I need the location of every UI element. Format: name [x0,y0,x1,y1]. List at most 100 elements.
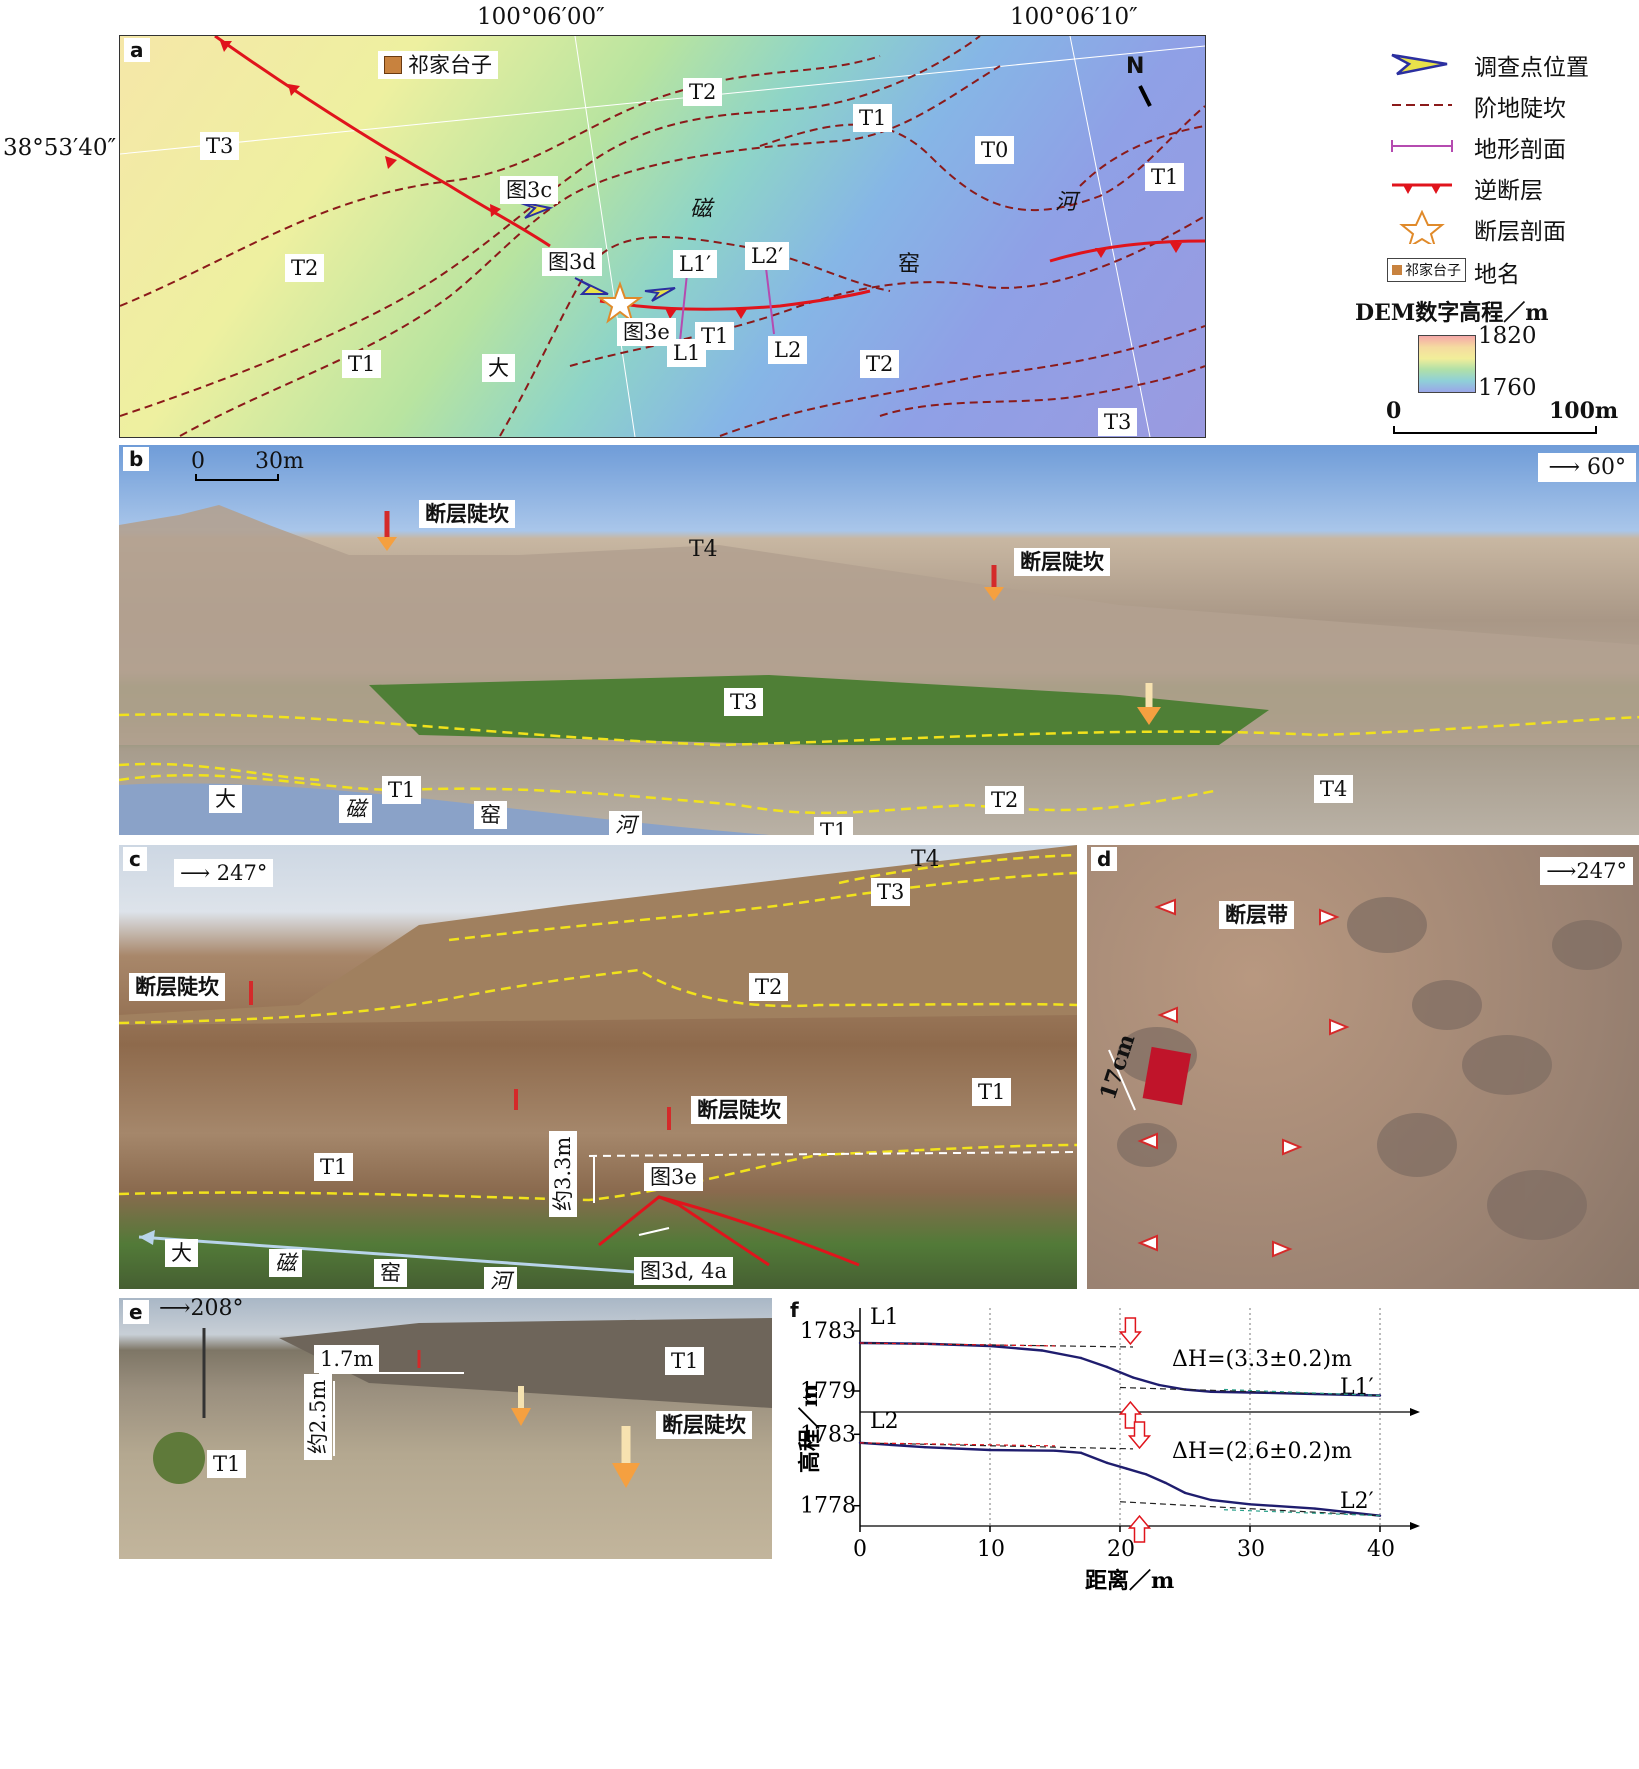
photo-e-t1-a: T1 [665,1347,705,1375]
place-marker-icon [384,56,402,74]
direction-arrow-icon: ⟶ [1546,859,1577,883]
profile-point-0-9 [1209,1390,1213,1393]
direction-arrow-icon: ⟶ [159,1298,191,1321]
photo-b-t4-b: T4 [1314,775,1354,803]
photo-b-t2: T2 [985,786,1025,814]
photo-b-overlay [119,505,1639,835]
photo-c-river-he: 河 [484,1267,517,1289]
profile-start-label-1: L2 [870,1409,899,1434]
photo-c-height: 约3.3m [549,1130,577,1217]
profile-point-1-5 [1105,1461,1109,1465]
river-char-yao: 窑 [898,252,921,277]
x-axis-arrow-0 [1410,1408,1420,1416]
photo-b-t1-b: T1 [814,817,854,835]
x-tick-label-4: 40 [1367,1537,1395,1562]
scale-100m: 100m [1549,398,1619,424]
photo-b-t1-a: T1 [382,776,422,804]
photo-c-river-ci: 磁 [269,1249,302,1277]
profile-point-1-4 [1079,1451,1083,1455]
scarp-arrows [249,981,671,1130]
panel-e-label: e [123,1300,149,1324]
photo-e-t1-b: T1 [207,1450,247,1478]
photo-e-overlay [153,1318,772,1488]
upper-fit-red-0 [859,1342,1056,1347]
photo-e-scarp: 断层陡坎 [656,1411,752,1439]
lat-label-1: 38°53′40″ [3,135,117,161]
panel-c-photo: c ⟶ 247° T4 T3 T2 T1 T1 断层陡坎 断层陡坎 约3.3m … [119,845,1077,1289]
lower-fit-green-1 [1223,1509,1381,1517]
photo-c-scarp-1: 断层陡坎 [129,973,225,1001]
thrust-fault-icon [1392,183,1452,194]
terrace-t2-c: T2 [860,350,900,378]
offset-arrow-down-0 [1118,1317,1143,1346]
fig-ref-3e: 图3e [617,318,676,346]
x-tick-label-0: 0 [853,1537,867,1562]
photo-d-direction: ⟶247° [1540,857,1633,885]
river-char-he: 河 [1055,190,1078,215]
profile-point-0-3 [1040,1349,1044,1352]
panel-b-photo: b 0 30m ⟶ 60° 断层陡坎 断层陡坎 T4 T3 T1 T2 T1 T4… [119,445,1639,835]
survey-point-icon [514,200,676,302]
direction-arrow-icon: ⟶ [1548,455,1580,480]
river-char-da: 大 [482,354,515,382]
photo-b-river-yao: 窑 [474,801,507,829]
panel-f-label: f [790,1298,799,1322]
y-tick-label-0-1: 1779 [800,1379,856,1404]
lower-fit-green-0 [1223,1388,1381,1397]
photo-b-scarp-2: 断层陡坎 [1014,548,1110,576]
photo-d-fault-zone: 断层带 [1219,901,1294,929]
x-tick-label-1: 10 [977,1537,1005,1562]
profile-line-1 [859,1441,1381,1517]
terrace-t3-a: T3 [200,132,240,160]
panel-a-map: a 祁家台子 N T3 T2 T1 T0 T2 T1 T2 T1 T1 T3 磁… [119,35,1206,438]
scarp-arrows [377,511,1161,725]
y-axis-title: 高程／m [797,1384,823,1473]
upper-fit-red-1 [859,1442,1056,1447]
photo-b-river-da: 大 [209,785,242,813]
photo-c-river-yao: 窑 [374,1259,407,1287]
x-axis-title: 距离／m [1085,1568,1174,1594]
panel-d-label: d [1091,847,1118,871]
photo-c-scarp-2: 断层陡坎 [691,1096,787,1124]
placename-sample: 祁家台子 [1387,258,1466,282]
offset-annotation-0: ΔH=(3.3±0.2)m [1172,1347,1352,1372]
terrace-t0: T0 [975,136,1015,164]
y-tick-label-1-0: 1783 [800,1422,856,1447]
lon-label-2: 100°06′10″ [1010,4,1138,30]
photo-b-t4: T4 [689,537,718,562]
profile-l2-prime: L2′ [745,242,790,270]
panel-c-label: c [123,847,147,871]
photo-b-t3: T3 [724,688,764,716]
photo-e-direction: ⟶208° [159,1298,244,1321]
profile-point-1-12 [1313,1507,1317,1510]
profile-point-0-4 [1079,1356,1083,1360]
photo-e-height-1: 1.7m [314,1345,380,1373]
profile-chart: 17831779L1L1′ΔH=(3.3±0.2)m17831778L2L2′Δ… [797,1305,1420,1594]
panel-b-label: b [123,447,150,471]
dem-title: DEM数字高程／m [1355,300,1549,326]
photo-c-t3: T3 [871,878,911,906]
fig-ref-3d: 图3d [542,248,602,276]
profile-point-1-1 [923,1445,927,1449]
dem-max-label: 1820 [1478,323,1537,349]
photo-b-scarp-1: 断层陡坎 [419,500,515,528]
profile-start-label-0: L1 [870,1305,899,1330]
dem-min-label: 1760 [1478,375,1537,401]
profile-point-1-9 [1183,1491,1187,1495]
place-label: 祁家台子 [378,51,498,79]
terrace-t2-b: T2 [285,254,325,282]
north-label: N [1126,54,1145,79]
lower-fit-1 [1119,1501,1381,1517]
dem-colorbar [1418,335,1476,393]
profile-point-1-10 [1209,1498,1213,1502]
panel-e-photo: e ⟶208° T1 T1 1.7m 约2.5m 断层陡坎 [119,1298,772,1559]
dashed-line-icon [1392,104,1452,106]
photo-c-t1-a: T1 [972,1078,1012,1106]
offset-arrow-down-1 [1127,1421,1152,1450]
photo-d-overlay [1108,897,1622,1258]
profile-point-1-11 [1248,1503,1252,1506]
terrace-t1-c: T1 [342,350,382,378]
offset-annotation-1: ΔH=(2.6±0.2)m [1172,1439,1352,1464]
terrace-t1-a: T1 [853,104,893,132]
profile-line-icon [1391,140,1453,152]
